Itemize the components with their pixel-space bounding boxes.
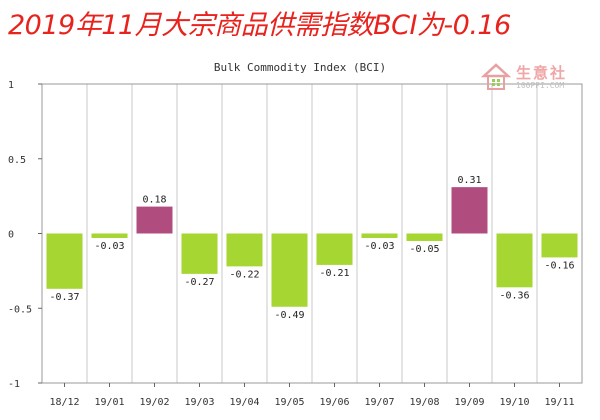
bar (496, 233, 533, 288)
x-tick-label: 19/11 (544, 397, 574, 408)
bar (46, 233, 83, 289)
logo-url: 100PPI.COM (516, 81, 565, 90)
bar (541, 233, 578, 258)
data-label: -0.22 (229, 269, 259, 280)
data-label: -0.49 (274, 310, 304, 321)
data-label: -0.03 (94, 241, 124, 252)
y-tick-label: -1 (8, 379, 20, 390)
bar (316, 233, 353, 265)
y-tick-label: 0 (8, 230, 14, 241)
x-tick-label: 19/03 (184, 397, 214, 408)
x-tick-label: 19/07 (364, 397, 394, 408)
y-tick-label: 1 (8, 80, 14, 91)
x-tick-label: 19/05 (274, 397, 304, 408)
house-icon (480, 63, 512, 90)
bar (181, 233, 218, 274)
bar (91, 233, 128, 238)
bar (136, 206, 173, 234)
headline-title: 2019年11月大宗商品供需指数BCI为-0.16 (8, 10, 511, 41)
bar (271, 233, 308, 307)
data-label: -0.36 (499, 290, 529, 301)
bar (451, 187, 488, 234)
x-tick-label: 19/06 (319, 397, 349, 408)
data-label: -0.37 (49, 292, 79, 303)
x-tick-label: 19/09 (454, 397, 484, 408)
x-tick-label: 19/02 (139, 397, 169, 408)
data-label: -0.03 (364, 241, 394, 252)
y-tick-label: -0.5 (8, 304, 32, 315)
data-label: -0.21 (319, 268, 349, 279)
data-label: -0.16 (544, 260, 574, 271)
logo: 生意社 100PPI.COM (480, 62, 590, 94)
y-tick-label: 0.5 (8, 155, 26, 166)
x-tick-label: 19/10 (499, 397, 529, 408)
chart-title: Bulk Commodity Index (BCI) (214, 61, 386, 74)
bar (406, 233, 443, 241)
data-label: 0.31 (457, 175, 481, 186)
x-tick-label: 19/08 (409, 397, 439, 408)
data-label: -0.05 (409, 244, 439, 255)
data-label: -0.27 (184, 277, 214, 288)
data-label: 0.18 (142, 195, 166, 206)
bar (361, 233, 398, 238)
x-tick-label: 19/01 (94, 397, 124, 408)
logo-name: 生意社 (516, 64, 568, 82)
bar (226, 233, 263, 267)
x-tick-label: 18/12 (49, 397, 79, 408)
x-tick-label: 19/04 (229, 397, 259, 408)
